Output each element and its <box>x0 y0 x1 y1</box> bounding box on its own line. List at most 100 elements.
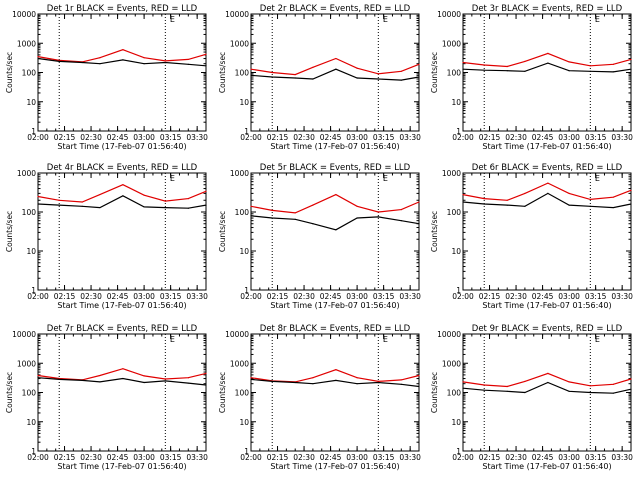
y-tick-label: 10 <box>239 418 249 427</box>
data-point <box>506 199 508 201</box>
x-tick-label: 03:30 <box>186 292 208 301</box>
data-point <box>462 387 464 389</box>
x-tick-label: 02:15 <box>479 292 501 301</box>
x-tick-label: 03:15 <box>585 292 607 301</box>
data-point <box>377 381 379 384</box>
data-point <box>58 60 60 62</box>
data-point <box>205 204 207 206</box>
y-tick-label: 100 <box>235 69 250 78</box>
panel-title: Det 3r BLACK = Events, RED = LLD <box>472 4 623 14</box>
plot-frame <box>37 13 207 132</box>
detector-panel-4: Det 4r BLACK = Events, RED = LLD 1 10 100 10… <box>5 163 208 310</box>
x-tick-label: 02:30 <box>293 453 315 462</box>
data-point <box>568 381 570 383</box>
data-point <box>205 53 207 55</box>
x-tick-label: 02:30 <box>80 133 102 142</box>
y-tick-label: 1000 <box>442 169 461 178</box>
panel-title: Det 6r BLACK = Events, RED = LLD <box>472 163 623 173</box>
x-tick-label: 02:45 <box>532 292 554 301</box>
panel-title: Det 4r BLACK = Events, RED = LLD <box>47 163 198 173</box>
x-tick-label: 02:00 <box>452 453 474 462</box>
detector-panel-8: Det 8r BLACK = Events, RED = LLD 1 10 100 10… <box>218 324 421 471</box>
x-tick-label: 03:30 <box>611 133 633 142</box>
y-tick-label: 10 <box>451 418 461 427</box>
detector-panel-2: Det 2r BLACK = Events, RED = LLD 1 10 100 10… <box>218 4 421 151</box>
x-tick-label: 02:45 <box>320 292 342 301</box>
data-point <box>312 377 314 379</box>
data-point <box>483 64 485 66</box>
data-point <box>250 74 252 76</box>
annotation-label: E <box>595 174 600 183</box>
x-tick-label: 02:00 <box>240 292 262 301</box>
data-point <box>37 377 39 379</box>
lld-series-line <box>37 184 207 203</box>
x-tick-label: 02:00 <box>240 453 262 462</box>
x-tick-label: 03:30 <box>611 292 633 301</box>
data-point <box>99 374 101 377</box>
x-axis-label: Start Time (17-Feb-07 01:56:40) <box>270 301 399 310</box>
data-point <box>205 190 207 192</box>
data-point <box>377 211 379 213</box>
y-tick-label: 10000 <box>225 330 249 339</box>
data-point <box>377 73 379 75</box>
data-point <box>400 379 402 381</box>
y-axis-label: Counts/sec <box>430 52 439 93</box>
data-point <box>630 388 632 390</box>
y-tick-label: 1 <box>244 127 249 136</box>
data-point <box>271 209 273 211</box>
data-point <box>164 206 166 209</box>
data-point <box>356 383 358 385</box>
y-tick-label: 1000 <box>230 359 249 368</box>
annotation-label: E <box>170 335 175 344</box>
y-tick-label: 10000 <box>437 10 461 19</box>
y-tick-label: 1000 <box>230 39 249 48</box>
lld-series-line <box>462 372 632 388</box>
data-point <box>143 375 145 377</box>
data-point <box>568 61 570 63</box>
data-point <box>187 63 189 65</box>
y-axis-label: Counts/sec <box>430 372 439 413</box>
data-point <box>506 390 508 392</box>
events-series-line <box>250 215 420 231</box>
x-tick-label: 02:45 <box>320 133 342 142</box>
data-point <box>612 392 614 394</box>
data-point <box>312 204 314 206</box>
y-tick-label: 10000 <box>12 330 36 339</box>
annotation-label: E <box>170 15 175 24</box>
y-axis-label: Counts/sec <box>5 372 14 413</box>
y-tick-label: 10 <box>451 98 461 107</box>
data-point <box>312 223 314 225</box>
x-tick-label: 03:00 <box>558 133 580 142</box>
data-point <box>250 215 252 217</box>
annotation-label: E <box>383 174 388 183</box>
data-point <box>612 383 614 385</box>
data-point <box>524 380 526 382</box>
data-point <box>99 381 101 383</box>
data-point <box>547 381 549 384</box>
lld-series-line <box>250 57 420 76</box>
x-tick-label: 03:30 <box>399 292 421 301</box>
data-point <box>483 198 485 200</box>
data-point <box>294 381 296 384</box>
y-tick-label: 10 <box>451 247 461 256</box>
x-axis-label: Start Time (17-Feb-07 01:56:40) <box>57 462 186 471</box>
data-point <box>612 63 614 65</box>
x-tick-label: 03:00 <box>133 292 155 301</box>
data-point <box>483 69 485 71</box>
data-point <box>506 70 508 72</box>
x-tick-label: 02:15 <box>267 133 289 142</box>
data-point <box>506 204 508 206</box>
data-point <box>418 374 420 377</box>
x-tick-label: 02:30 <box>80 292 102 301</box>
data-point <box>589 198 591 201</box>
data-point <box>568 70 570 72</box>
data-point <box>524 60 526 62</box>
x-tick-label: 02:45 <box>107 292 129 301</box>
data-point <box>122 184 124 186</box>
data-point <box>400 209 402 211</box>
data-point <box>418 223 420 225</box>
x-tick-label: 03:00 <box>346 453 368 462</box>
x-axis-label: Start Time (17-Feb-07 01:56:40) <box>482 301 611 310</box>
y-axis-label: Counts/sec <box>218 211 227 252</box>
data-point <box>271 380 273 382</box>
